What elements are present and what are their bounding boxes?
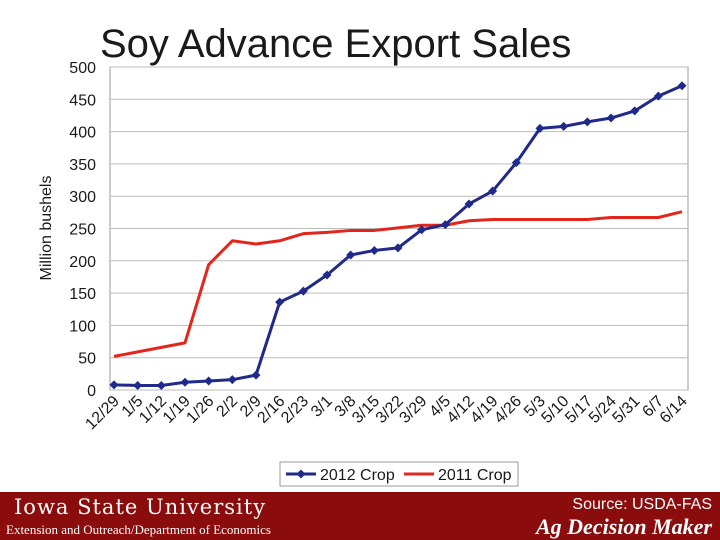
legend-label-2011: 2011 Crop — [438, 467, 512, 484]
brand-logo-text: Ag Decision Maker — [536, 514, 712, 539]
data-point — [204, 376, 214, 386]
data-point — [180, 377, 190, 387]
line-chart: 0 50 100 150 200 250 300 350 400 450 500 12/291/51… — [38, 60, 691, 487]
y-tick-label: 0 — [87, 383, 96, 400]
series-lines — [113, 84, 683, 387]
source-credit: Source: USDA-FAS — [572, 496, 712, 513]
data-point — [346, 250, 356, 260]
x-tick-label: 2/23 — [278, 393, 312, 427]
data-point — [275, 297, 285, 307]
data-point — [369, 245, 379, 255]
y-tick-label: 400 — [69, 125, 96, 142]
legend-box — [279, 461, 519, 487]
y-axis-ticks: 0 50 100 150 200 250 300 350 400 450 500 — [69, 60, 96, 400]
data-point — [653, 91, 663, 101]
legend-marker-2012 — [296, 469, 306, 479]
data-point — [298, 286, 308, 296]
y-tick-label: 200 — [69, 254, 96, 271]
legend: 2012 Crop 2011 Crop — [279, 461, 519, 487]
data-point — [133, 380, 143, 390]
data-point — [535, 123, 545, 133]
data-point — [464, 199, 474, 209]
x-tick-label: 1/26 — [183, 393, 217, 427]
university-name: Iowa State University — [14, 495, 267, 519]
data-point — [227, 375, 237, 385]
x-tick-label: 3/1 — [308, 393, 336, 421]
data-point — [393, 243, 403, 253]
data-point — [606, 113, 616, 123]
x-tick-label: 2/2 — [213, 393, 241, 421]
data-point — [156, 380, 166, 390]
y-tick-label: 100 — [69, 318, 96, 335]
x-tick-label: 3/29 — [396, 393, 430, 427]
legend-label-2012: 2012 Crop — [320, 467, 395, 484]
data-point — [417, 225, 427, 235]
series-line-2012-crop — [113, 84, 683, 387]
y-tick-label: 350 — [69, 157, 96, 174]
y-tick-label: 450 — [69, 92, 96, 109]
y-tick-label: 150 — [69, 286, 96, 303]
grid-lines — [109, 66, 689, 391]
y-tick-label: 250 — [69, 222, 96, 239]
data-point — [109, 380, 119, 390]
footer-bar: Iowa State University Extension and Outr… — [0, 492, 720, 540]
data-point — [582, 117, 592, 127]
y-tick-label: 300 — [69, 189, 96, 206]
data-point — [251, 370, 261, 380]
data-point — [440, 220, 450, 230]
series-line-2011-crop — [113, 210, 683, 358]
data-point — [511, 158, 521, 168]
x-axis-ticks: 12/291/51/121/191/262/22/92/162/233/13/8… — [82, 393, 690, 433]
page-title: Soy Advance Export Sales — [100, 22, 572, 66]
data-point — [559, 121, 569, 131]
x-tick-label: 6/14 — [657, 393, 691, 427]
data-point — [322, 270, 332, 280]
y-tick-label: 50 — [78, 351, 96, 368]
y-axis-label: Million bushels — [38, 176, 55, 281]
y-tick-label: 500 — [69, 60, 96, 77]
data-point — [488, 186, 498, 196]
x-tick-label: 5/31 — [609, 393, 643, 427]
data-point — [677, 81, 687, 91]
department-name: Extension and Outreach/Department of Eco… — [6, 522, 271, 537]
data-point — [630, 106, 640, 116]
x-tick-label: 4/26 — [491, 393, 525, 427]
series-markers — [109, 81, 687, 390]
